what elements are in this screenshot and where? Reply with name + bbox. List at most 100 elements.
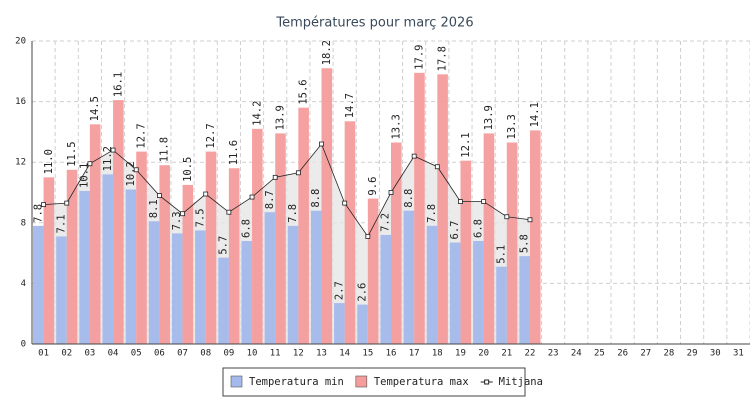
value-label: 11.8 [159, 137, 171, 162]
legend: Temperatura min Temperatura max Mitjana [222, 367, 543, 397]
line-marker [64, 200, 70, 206]
x-tick-label: 07 [177, 349, 188, 359]
x-tick-label: 09 [223, 349, 234, 359]
bar [275, 133, 286, 344]
bar [367, 198, 379, 344]
legend-swatch [355, 375, 368, 388]
x-tick-label: 25 [594, 349, 605, 359]
value-label: 7.1 [55, 214, 67, 233]
bar [403, 210, 415, 344]
x-tick-label: 04 [108, 349, 119, 359]
legend-label: Mitjana [499, 376, 543, 388]
legend-box [222, 367, 526, 397]
bar [506, 142, 518, 344]
x-tick-label: 22 [525, 349, 536, 359]
bar [380, 234, 391, 344]
bar [321, 68, 333, 345]
line-marker [411, 153, 417, 159]
line-marker [481, 199, 487, 204]
y-tick-label: 12 [15, 158, 26, 168]
value-label: 17.8 [437, 46, 449, 71]
x-tick-label: 27 [640, 349, 651, 359]
value-label: 13.3 [390, 114, 402, 139]
bar [344, 121, 356, 344]
value-label: 7.5 [194, 208, 206, 227]
value-label: 16.1 [112, 72, 124, 97]
x-tick-label: 31 [733, 349, 744, 359]
bar [148, 221, 160, 344]
bar [66, 169, 78, 344]
x-tick-label: 01 [38, 349, 49, 359]
y-tick-label: 8 [21, 218, 26, 228]
bar [496, 266, 507, 344]
legend-label: Temperatura min [249, 376, 344, 388]
bar [43, 177, 55, 344]
value-label: 11.5 [66, 141, 78, 166]
bar [56, 236, 67, 344]
x-tick-label: 11 [270, 349, 281, 359]
x-tick-label: 08 [200, 349, 211, 359]
value-label: 11.0 [43, 149, 55, 174]
bar [483, 133, 495, 344]
value-label: 11.6 [228, 140, 240, 165]
value-label: 12.7 [136, 123, 148, 148]
bar [125, 189, 137, 344]
value-label: 15.6 [298, 79, 310, 104]
bar [33, 225, 44, 344]
bar [102, 174, 114, 344]
x-tick-label: 02 [61, 349, 72, 359]
bar [218, 257, 229, 344]
x-tick-label: 28 [664, 349, 675, 359]
x-tick-label: 14 [339, 349, 350, 359]
line [43, 143, 531, 238]
bar [519, 256, 530, 344]
value-label: 9.6 [367, 177, 379, 196]
value-label: 17.9 [413, 45, 425, 70]
x-tick-label: 18 [432, 349, 443, 359]
value-label: 6.7 [449, 221, 461, 240]
bar [437, 74, 448, 344]
bar [287, 225, 299, 344]
legend-swatch-marker [484, 379, 490, 385]
line-marker [295, 170, 301, 176]
x-tick-label: 13 [316, 349, 327, 359]
bar [195, 230, 206, 344]
x-tick-label: 19 [455, 349, 466, 359]
value-label: 13.9 [483, 105, 495, 130]
bar [241, 240, 253, 344]
value-label: 12.7 [205, 123, 217, 148]
x-tick-label: 23 [548, 349, 559, 359]
bar [357, 304, 368, 344]
value-label: 14.1 [529, 102, 541, 127]
bar [264, 212, 276, 344]
value-label: 7.3 [171, 211, 183, 230]
value-label: 18.2 [321, 40, 333, 65]
value-label: 5.7 [218, 236, 230, 255]
x-tick-label: 29 [687, 349, 698, 359]
bar [79, 190, 90, 344]
value-label: 12.1 [460, 132, 472, 157]
line-marker [156, 193, 162, 198]
bar [449, 242, 461, 344]
value-label: 7.8 [32, 204, 44, 223]
line-marker [110, 147, 116, 153]
chart-title: Températures pour març 2026 [275, 16, 473, 31]
y-tick-label: 4 [21, 279, 26, 289]
value-label: 6.8 [472, 219, 484, 238]
line-marker [434, 164, 440, 170]
bar [159, 165, 170, 344]
x-tick-label: 20 [478, 349, 489, 359]
x-tick-label: 24 [571, 349, 582, 359]
x-tick-label: 26 [617, 349, 628, 359]
bar [529, 130, 541, 344]
x-tick-label: 10 [247, 349, 258, 359]
x-tick-label: 17 [409, 349, 420, 359]
bar [252, 128, 263, 344]
bar [391, 142, 402, 344]
line-marker [527, 217, 533, 223]
bar [182, 184, 194, 344]
legend-label: Temperatura max [374, 376, 469, 388]
line-marker [249, 194, 255, 200]
value-label: 5.1 [496, 245, 508, 264]
